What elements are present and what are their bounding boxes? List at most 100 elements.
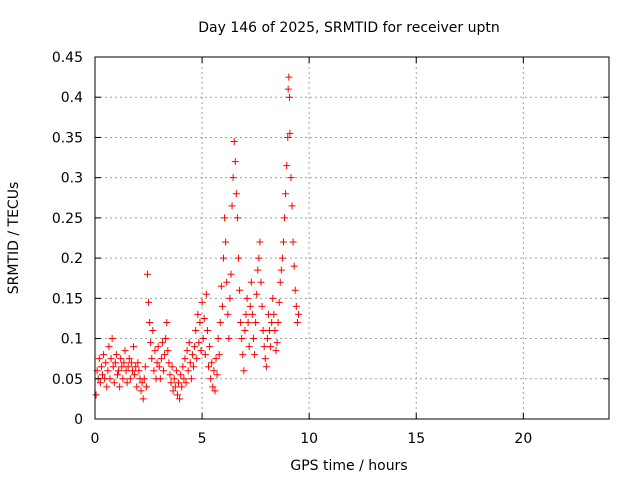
data-point [261,355,269,363]
data-point [109,363,117,371]
data-point [251,351,259,359]
data-point [212,355,220,363]
data-point [115,367,123,375]
data-point [248,310,256,318]
data-point [283,162,291,170]
data-point [193,355,201,363]
data-point [229,174,237,182]
data-point [108,335,116,343]
y-axis-label: SRMTID / TECUs [6,182,22,295]
data-point [199,335,207,343]
data-point [184,367,192,375]
data-point [217,282,225,290]
data-point [125,355,133,363]
y-tick-label: 0.35 [52,130,83,146]
data-point [122,367,130,375]
data-point [112,351,120,359]
data-point [192,327,200,335]
data-point [163,318,171,326]
plot-frame [94,56,610,420]
data-point [110,379,118,387]
data-point [157,355,165,363]
data-point [232,190,240,198]
data-points [92,73,302,403]
data-point [242,310,250,318]
data-point [272,347,280,355]
data-point [103,383,111,391]
data-point [147,339,155,347]
data-point [185,339,193,347]
data-point [190,363,198,371]
data-point [200,314,208,322]
data-point [290,262,298,270]
data-point [176,395,184,403]
data-point [258,302,266,310]
data-point [209,383,217,391]
data-point [208,359,216,367]
y-tick-label: 0 [74,412,83,428]
y-tick-label: 0.1 [61,332,83,348]
data-point [182,379,190,387]
data-point [267,343,275,351]
data-point [158,339,166,347]
data-point [239,351,247,359]
data-point [233,214,241,222]
data-point [228,202,236,210]
data-point [143,270,151,278]
data-point [220,254,227,262]
data-point [287,174,295,182]
data-point [149,327,157,335]
data-point [137,387,145,395]
data-point [117,355,125,363]
data-point [156,375,164,383]
data-point [202,290,210,298]
data-point [197,347,205,355]
data-point [221,214,229,222]
data-point [203,327,211,335]
data-point [98,371,106,379]
data-point [181,355,189,363]
data-point [153,359,161,367]
data-point [226,294,234,302]
data-point [131,371,139,379]
data-point [222,238,230,246]
data-point [253,290,261,298]
data-point [177,371,185,379]
data-point [166,371,174,379]
data-point [227,270,235,278]
data-point [121,347,129,355]
data-point [138,379,146,387]
data-point [207,375,215,383]
data-point [135,367,143,375]
data-point [118,363,126,371]
data-point [97,363,105,371]
data-point [145,298,153,306]
data-point [127,359,135,367]
y-tick-label: 0.3 [61,171,83,187]
data-point [139,395,147,403]
data-point [278,254,286,262]
x-tick-label: 15 [407,431,425,447]
data-point [113,371,121,379]
data-point [218,302,226,310]
data-point [179,363,187,371]
data-point [285,93,293,101]
data-point [236,286,244,294]
data-point [132,363,140,371]
data-point [123,379,131,387]
x-tick-label: 20 [514,431,532,447]
data-point [243,294,251,302]
data-point [100,351,108,359]
data-point [105,343,113,351]
data-point [234,254,242,262]
data-point [276,278,284,286]
data-point [141,363,149,371]
data-point [160,367,168,375]
data-point [210,367,218,375]
data-point [277,266,285,274]
data-point [126,375,134,383]
data-point [292,302,300,310]
data-point [206,343,214,351]
data-point [230,137,238,145]
